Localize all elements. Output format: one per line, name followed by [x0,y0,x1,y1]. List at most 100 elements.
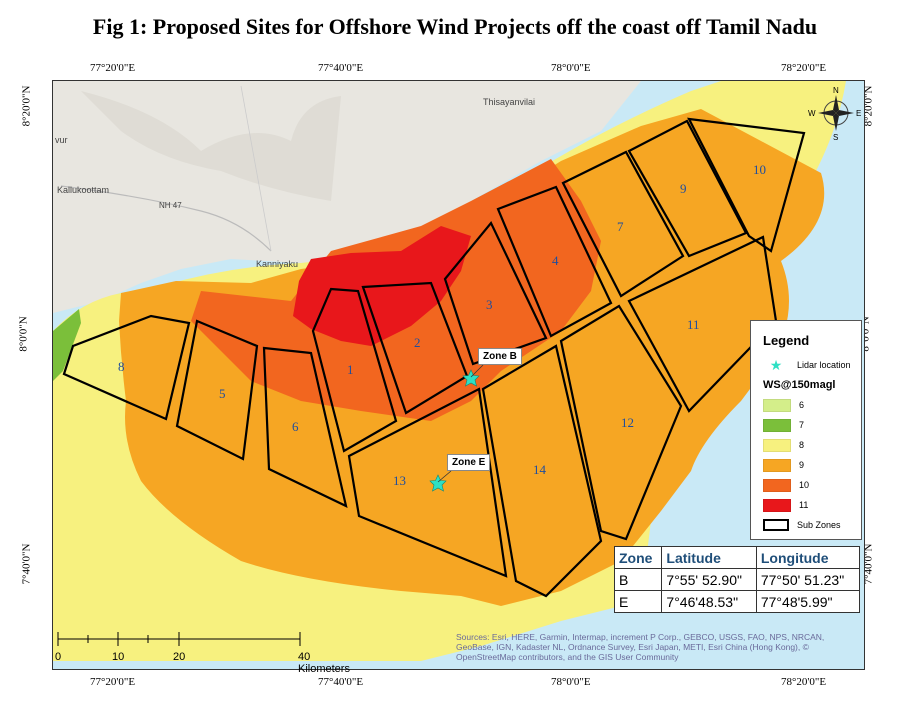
zone-label-11: 11 [687,317,700,332]
subzone-14 [481,344,603,598]
legend-ws-label: WS@150magl [763,379,836,391]
subzone-13 [347,387,508,578]
road-line [240,85,272,252]
place-kanniyakumari: Kanniyaku [256,259,298,269]
legend-label-6: 6 [799,400,805,410]
scale-label-0: 0 [55,651,62,663]
legend-swatch-10 [763,478,791,492]
zone-labels: 1 2 3 4 5 6 7 8 9 10 11 12 13 14 [118,162,766,488]
subzone-9 [627,119,748,258]
table-header-row: Zone Latitude Longitude [613,546,861,569]
sub-zones [62,117,806,598]
compass-n: N [833,86,839,95]
scale-bar-graphic [57,632,301,646]
legend-swatch-7 [763,418,791,432]
figure-title: Fig 1: Proposed Sites for Offshore Wind … [92,14,818,39]
coord-bottom-2: 77°40'0"E [318,676,364,688]
legend-swatch-11 [763,498,791,512]
coord-left-1: 8°20'0"N [20,85,33,127]
subzone-4 [496,185,613,338]
table-header: Longitude [755,546,861,569]
place-vur: vur [55,135,68,145]
compass-w: W [808,109,816,118]
legend-class-6: 6 [763,398,805,412]
scale-label-20: 20 [173,651,186,663]
compass-s: S [833,133,838,142]
scale-label-40: 40 Kilometers [298,651,350,675]
subzone-12 [559,304,683,541]
coord-bottom-4: 78°20'0"E [781,676,827,688]
legend-class-8: 8 [763,438,804,452]
table-header: Latitude [661,546,757,569]
compass-e: E [856,109,861,118]
legend-subzone-swatch [763,519,789,531]
zone-e-callout: Zone E [447,454,491,471]
zone-label-3: 3 [486,297,493,312]
legend-class-9: 9 [763,458,805,472]
ws-class-7 [53,309,81,381]
table-cell: 7°55' 52.90" [661,568,757,591]
legend-lidar-row: ★ Lidar location [763,356,851,373]
lidar-star-zone-b [462,369,480,387]
coord-bottom-1: 77°20'0"E [90,676,136,688]
scale-label-10: 10 [112,651,125,663]
zone-label-2: 2 [414,335,421,350]
zone-e-leader [437,470,452,483]
zone-b-callout: Zone B [478,348,522,365]
north-arrow-icon: N S E W [808,86,861,142]
scale-bar: 0 10 20 40 Kilometers [55,627,365,675]
zone-label-4: 4 [552,253,559,268]
highway-line [60,185,272,252]
legend-class-7: 7 [763,418,804,432]
subzone-8 [62,314,191,421]
zone-label-5: 5 [219,386,226,401]
subzone-3 [443,220,548,366]
coord-top-3: 78°0'0"E [551,62,591,74]
legend-class-10: 10 [763,478,810,492]
place-kallukoottam: Kallukoottam [57,185,109,195]
map-credits: Sources: Esri, HERE, Garmin, Intermap, i… [456,632,825,662]
table-row: B 7°55' 52.90" 77°50' 51.23" [613,568,861,591]
place-thisayanvilai: Thisayanvilai [483,97,535,107]
legend-swatch-6 [763,398,791,412]
place-names: Thisayanvilai Kallukoottam Kanniyaku NH … [55,97,535,269]
zone-label-8: 8 [118,359,125,374]
legend-lidar-label: Lidar location [797,360,851,370]
zone-label-9: 9 [680,181,687,196]
zone-label-14: 14 [533,462,547,477]
legend-label-9: 9 [799,460,805,470]
table-row: E 7°46'48.53" 77°48'5.99" [613,590,861,613]
legend-label-10: 10 [799,480,810,490]
zone-label-6: 6 [292,419,299,434]
lidar-star-icon: ★ [769,356,783,373]
zone-label-12: 12 [621,415,634,430]
lidar-markers [429,369,480,492]
zone-label-1: 1 [347,362,354,377]
coord-left-3: 7°40'0"N [20,543,33,585]
zone-label-7: 7 [617,219,624,234]
subzone-5 [175,319,259,461]
table-cell: 77°48'5.99" [755,590,861,613]
legend-swatch-9 [763,458,791,472]
legend-subzones-label: Sub Zones [797,520,841,530]
table-cell: E [613,590,663,613]
coord-left-2: 8°0'0"N [17,316,30,352]
legend-swatch-8 [763,438,791,452]
table-header: Zone [613,546,663,569]
legend-subzones-row: Sub Zones [763,519,841,531]
subzone-7 [561,150,685,298]
zone-label-10: 10 [753,162,766,177]
subzone-1 [311,287,398,453]
lidar-coordinates-table: Zone Latitude Longitude B 7°55' 52.90" 7… [613,546,861,613]
coord-top-2: 77°40'0"E [318,62,364,74]
land [53,81,641,313]
subzone-6 [262,346,348,508]
terrain-shading [81,91,341,201]
table-cell: B [613,568,663,591]
zone-b-leader [470,364,484,378]
table-cell: 77°50' 51.23" [755,568,861,591]
legend-class-11: 11 [763,498,809,512]
legend-label-11: 11 [799,500,809,510]
legend-title: Legend [763,333,810,348]
zone-label-13: 13 [393,473,406,488]
